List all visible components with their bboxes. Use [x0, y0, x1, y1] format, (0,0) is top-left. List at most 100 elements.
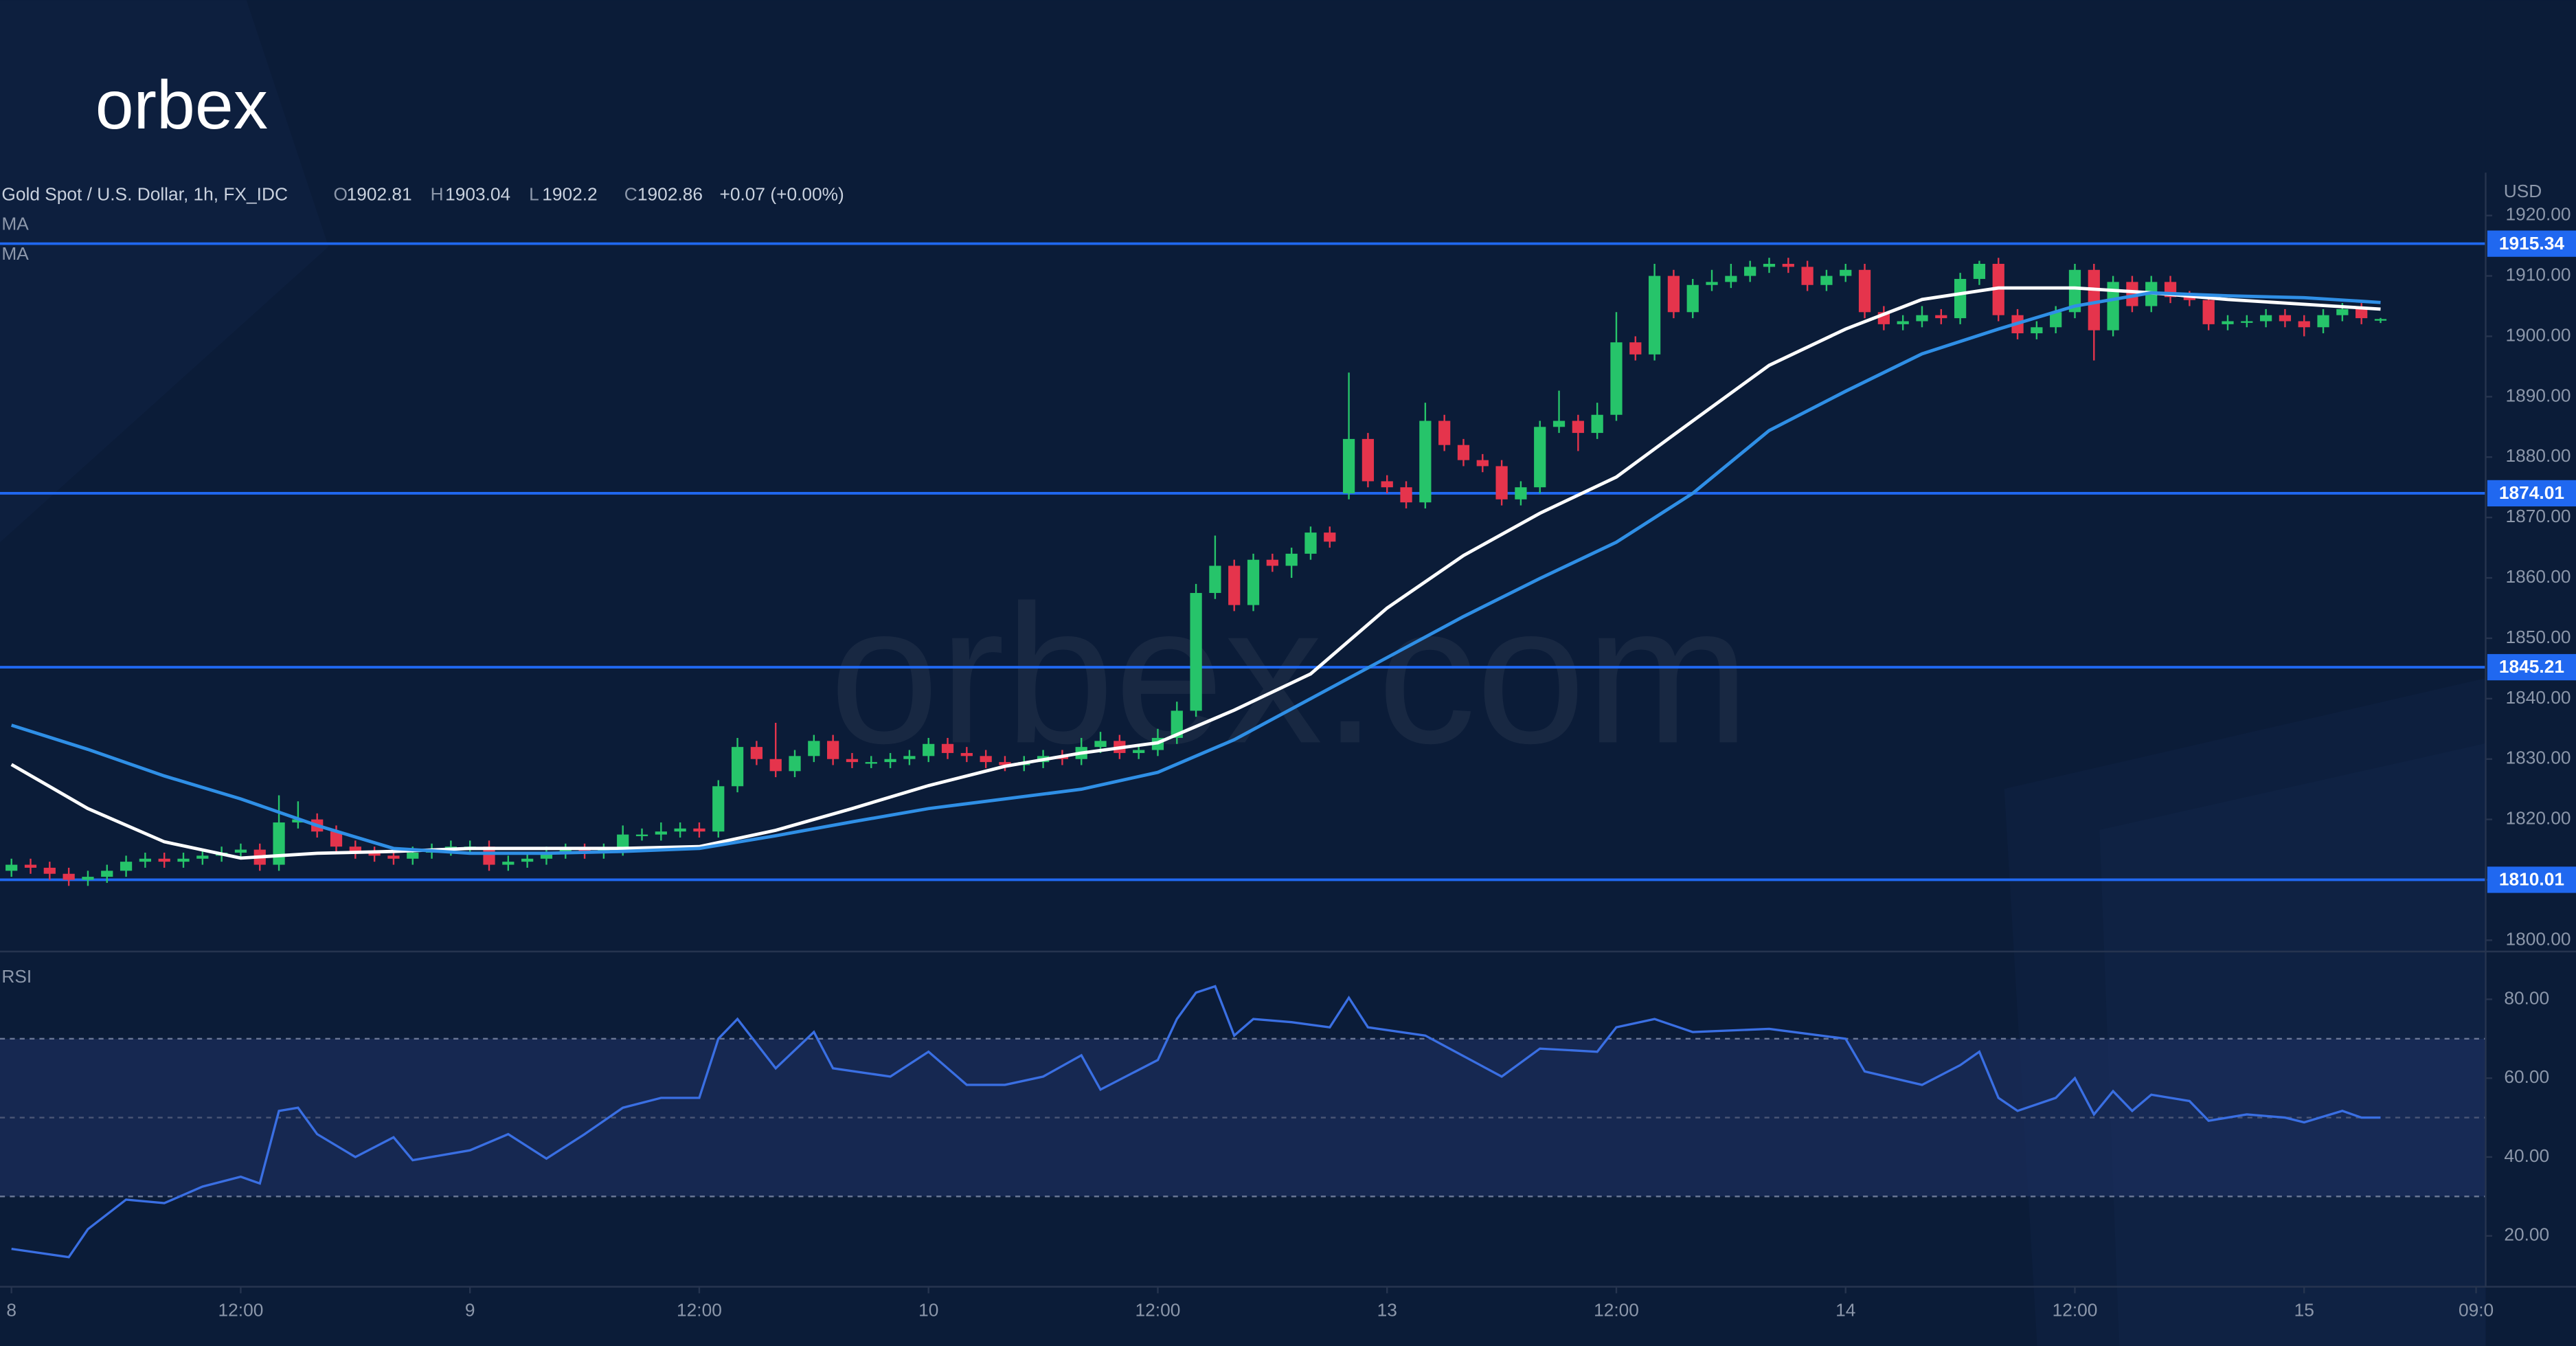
candle-body: [1190, 593, 1202, 711]
candle-body: [2202, 300, 2215, 324]
y-tick-label: 1820.00: [2505, 808, 2571, 829]
candle-body: [1209, 565, 1221, 594]
x-tick-label: 12:00: [677, 1300, 722, 1321]
change: +0.07 (+0.00%): [720, 184, 844, 205]
y-tick-label: 80.00: [2504, 987, 2549, 1008]
rsi-line: [11, 985, 2381, 1259]
candle-body: [617, 834, 629, 850]
candle-body: [1266, 559, 1278, 566]
ohlc-label: O: [333, 184, 347, 205]
candle-body: [387, 855, 400, 859]
candle-body: [196, 855, 209, 859]
candle-body: [999, 762, 1011, 765]
candle-body: [1763, 263, 1776, 267]
plot-area: [0, 242, 2486, 1259]
y-tick-label: 1800.00: [2505, 928, 2571, 949]
candle-body: [1572, 420, 1584, 434]
candle-body: [941, 743, 954, 753]
candle-body: [407, 852, 419, 859]
candle-body: [1304, 532, 1317, 554]
candle-body: [1285, 553, 1298, 566]
x-tick-label: 12:00: [1136, 1300, 1181, 1321]
candle-body: [2031, 327, 2043, 334]
candle-body: [2068, 269, 2081, 313]
candle-body: [1094, 741, 1107, 748]
candle-body: [1801, 267, 1814, 285]
legend-entry: MA: [1, 214, 29, 234]
x-tick-label: 9: [465, 1300, 475, 1321]
x-tick-label: 8: [6, 1300, 16, 1321]
candle-body: [1820, 276, 1833, 285]
candle-body: [1457, 445, 1470, 460]
y-tick-label: 1890.00: [2505, 385, 2571, 405]
candle-body: [674, 828, 686, 832]
candle-body: [884, 759, 896, 763]
candle-body: [1362, 438, 1375, 482]
level-label: 1845.21: [2499, 656, 2564, 677]
candle-body: [24, 864, 37, 868]
candle-body: [1419, 420, 1432, 503]
candle-body: [521, 858, 534, 862]
candle-body: [2259, 315, 2272, 322]
candle-body: [1591, 414, 1603, 434]
bg-shape: [0, 0, 329, 543]
candle-body: [101, 871, 113, 877]
candle-body: [827, 741, 839, 759]
level-label: 1874.01: [2499, 482, 2564, 503]
candle-body: [865, 762, 877, 764]
y-tick-label: 1830.00: [2505, 748, 2571, 768]
watermark: orbex.com: [830, 563, 1750, 784]
candle-body: [43, 867, 56, 874]
y-tick-label: 1920.00: [2505, 204, 2571, 225]
ohlc-value: 1902.86: [637, 184, 703, 205]
candle-body: [2107, 282, 2119, 330]
candle-body: [330, 831, 343, 847]
ohlc-value: 1902.81: [347, 184, 412, 205]
moving-average: [10, 286, 2381, 860]
candle-body: [349, 846, 361, 853]
y-tick-label: 1910.00: [2505, 265, 2571, 285]
level-label: 1915.34: [2499, 233, 2564, 254]
candle-body: [731, 747, 744, 787]
candle-body: [234, 849, 247, 853]
x-tick-label: 14: [1835, 1300, 1855, 1321]
ohlc-label: L: [529, 184, 539, 205]
candle-body: [2317, 315, 2329, 328]
candle-body: [1706, 282, 1718, 285]
candle-body: [750, 747, 763, 759]
candle-body: [1342, 438, 1355, 493]
level-tag: [2487, 480, 2576, 507]
y-tick-label: 40.00: [2504, 1145, 2549, 1166]
x-tick-label: 12:00: [1594, 1300, 1639, 1321]
candle-body: [808, 741, 820, 756]
candle-body: [177, 858, 190, 862]
candle-body: [2279, 315, 2292, 322]
candle-body: [1973, 263, 1986, 279]
candle-body: [1897, 321, 1909, 324]
candle-body: [540, 852, 553, 859]
candle-body: [292, 819, 304, 823]
candle-body: [1954, 278, 1967, 319]
candle-body: [980, 756, 992, 763]
candle-body: [1171, 710, 1183, 738]
level-tag: [2487, 230, 2576, 257]
candle-body: [2374, 319, 2387, 321]
level-tag: [2487, 653, 2576, 681]
y-tick-label: 1900.00: [2505, 324, 2571, 345]
x-tick-label: 12:00: [2053, 1300, 2098, 1321]
candle-body: [483, 846, 495, 865]
candle-body: [273, 822, 285, 865]
candle-body: [63, 873, 75, 880]
candle-body: [960, 752, 973, 756]
x-tick-label: 12:00: [218, 1300, 264, 1321]
y-tick-label: 1840.00: [2505, 687, 2571, 708]
candle-body: [1840, 269, 1852, 276]
candle-body: [923, 743, 935, 756]
candle-body: [1381, 481, 1393, 488]
candle-body: [1534, 427, 1546, 488]
ohlc-label: C: [624, 184, 637, 205]
level-tag: [2487, 866, 2576, 893]
y-tick-label: 1850.00: [2505, 627, 2571, 647]
x-tick-label: 10: [918, 1300, 938, 1321]
